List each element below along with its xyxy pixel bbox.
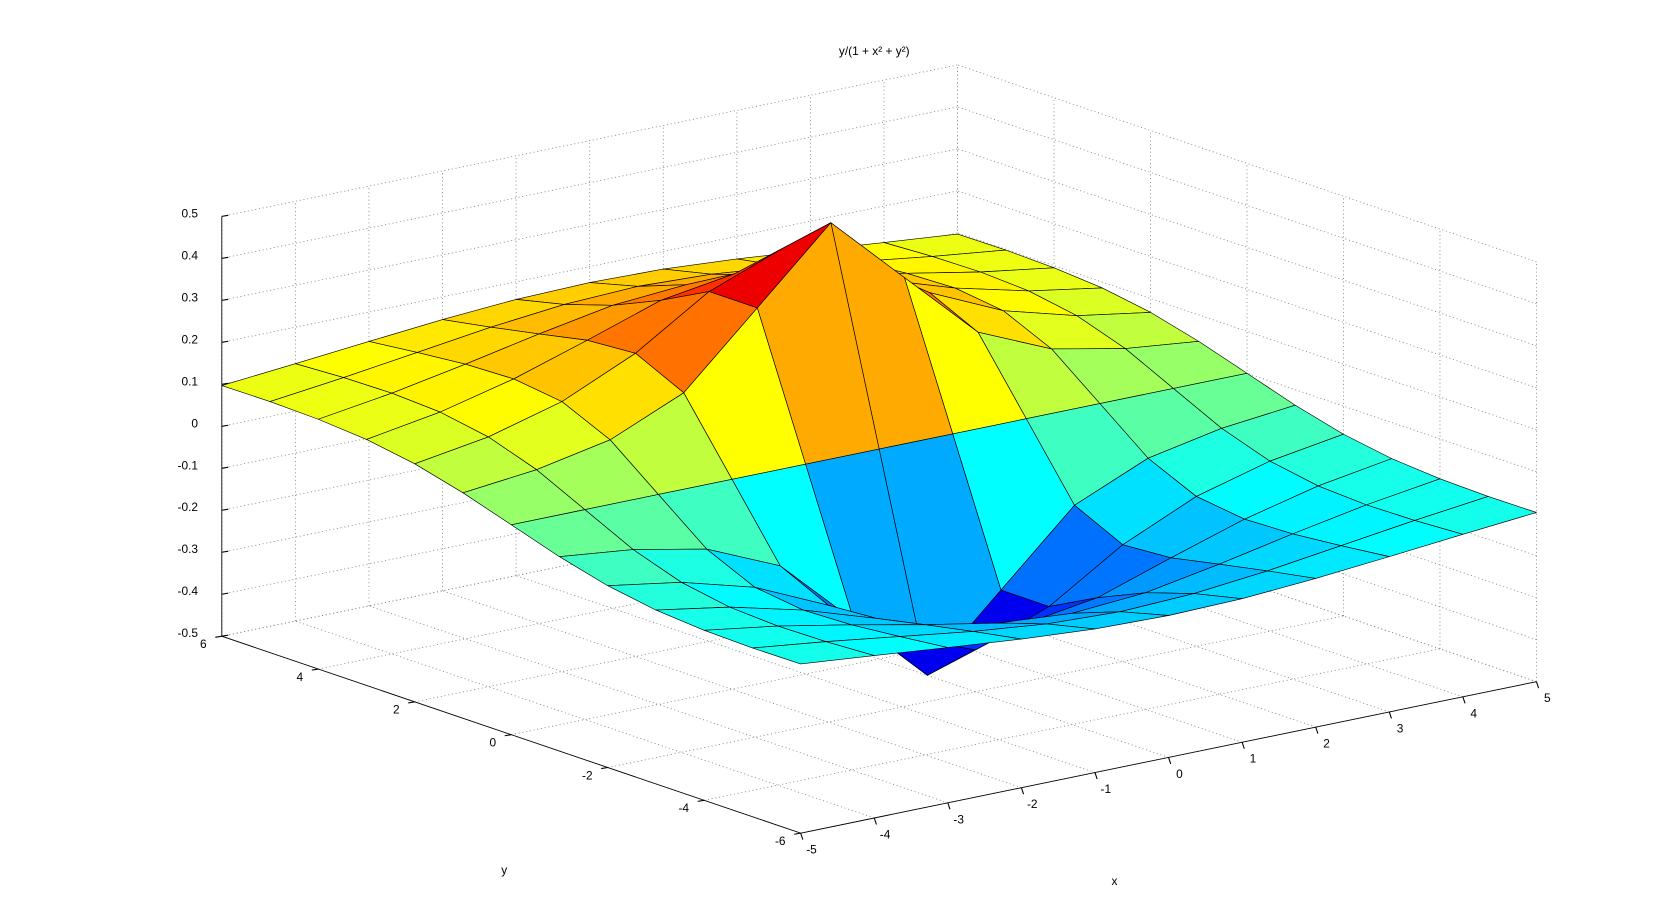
y-tick-label: -6 — [775, 834, 786, 848]
x-tick — [1168, 757, 1172, 765]
grid-line — [607, 615, 1344, 768]
x-tick — [1020, 787, 1025, 795]
z-tick-label: 0.5 — [181, 206, 198, 220]
x-tick-label: 4 — [1470, 706, 1477, 720]
x-tick — [1094, 772, 1098, 780]
z-tick — [221, 508, 229, 511]
y-tick-label: 0 — [489, 735, 496, 749]
chart-title: y/(1 + x² + y²) — [839, 44, 910, 58]
z-tick — [221, 214, 229, 217]
y-tick — [504, 734, 512, 737]
z-tick-label: 0.3 — [181, 290, 198, 304]
y-tick-label: 4 — [297, 670, 304, 684]
x-tick — [800, 832, 804, 840]
x-tick-label: -5 — [806, 843, 817, 857]
x-tick — [1388, 711, 1392, 719]
grid-line — [704, 648, 1441, 801]
x-tick-label: 1 — [1250, 752, 1257, 766]
plot-area: y/(1 + x² + y²) y x -5 -4 -3 -2 -1 0 1 2 3 4 5 -6 -4… — [178, 44, 1551, 888]
z-tick-label: 0.4 — [181, 248, 198, 262]
z-tick-label: 0.1 — [181, 374, 198, 388]
grid-line — [511, 582, 1248, 736]
y-tick-label: -4 — [678, 801, 689, 815]
x-tick-label: -2 — [1027, 797, 1038, 811]
z-tick-label: 0 — [191, 416, 198, 430]
z-tick — [221, 550, 229, 553]
z-tick-label: -0.1 — [178, 458, 199, 472]
x-tick — [1241, 742, 1245, 749]
y-tick — [697, 799, 705, 802]
x-tick — [947, 802, 951, 810]
x-tick-label: -3 — [953, 812, 964, 826]
y-tick — [794, 832, 801, 835]
x-tick-label: 5 — [1544, 691, 1551, 705]
x-tick — [1315, 726, 1319, 734]
x-tick-label: 2 — [1323, 737, 1330, 751]
y-tick-label: -2 — [582, 768, 593, 782]
y-tick — [215, 635, 222, 638]
grid-line — [221, 106, 958, 259]
z-tick-label: -0.4 — [178, 584, 199, 598]
x-tick — [1535, 681, 1540, 689]
z-tick — [221, 424, 229, 427]
x-tick-label: -1 — [1101, 782, 1112, 796]
z-tick-label: -0.2 — [178, 500, 199, 514]
z-tick-label: 0.2 — [181, 332, 198, 346]
z-tick — [221, 340, 229, 343]
x-axis-label: x — [1111, 874, 1117, 888]
y-tick-label: 2 — [393, 703, 400, 717]
z-tick — [221, 298, 229, 301]
y-axis-label: y — [501, 863, 507, 877]
z-tick-label: -0.3 — [178, 542, 199, 556]
y-tick-label: 6 — [200, 637, 207, 651]
x-tick — [1462, 696, 1466, 704]
y-tick — [408, 701, 415, 704]
grid-line — [221, 190, 958, 343]
surface-patch — [752, 641, 875, 665]
z-tick — [221, 592, 229, 595]
x-tick-label: 0 — [1176, 767, 1183, 781]
z-tick — [221, 634, 229, 637]
x-tick-label: 3 — [1397, 721, 1404, 735]
z-tick — [221, 382, 229, 385]
grid-line — [221, 148, 958, 301]
x-tick — [873, 817, 877, 825]
z-tick — [221, 256, 229, 259]
z-tick — [221, 466, 229, 469]
y-tick — [311, 668, 319, 671]
grid-line — [221, 64, 958, 217]
x-tick-label: -4 — [880, 827, 891, 841]
y-tick — [601, 766, 608, 770]
z-tick-label: -0.5 — [178, 626, 199, 640]
